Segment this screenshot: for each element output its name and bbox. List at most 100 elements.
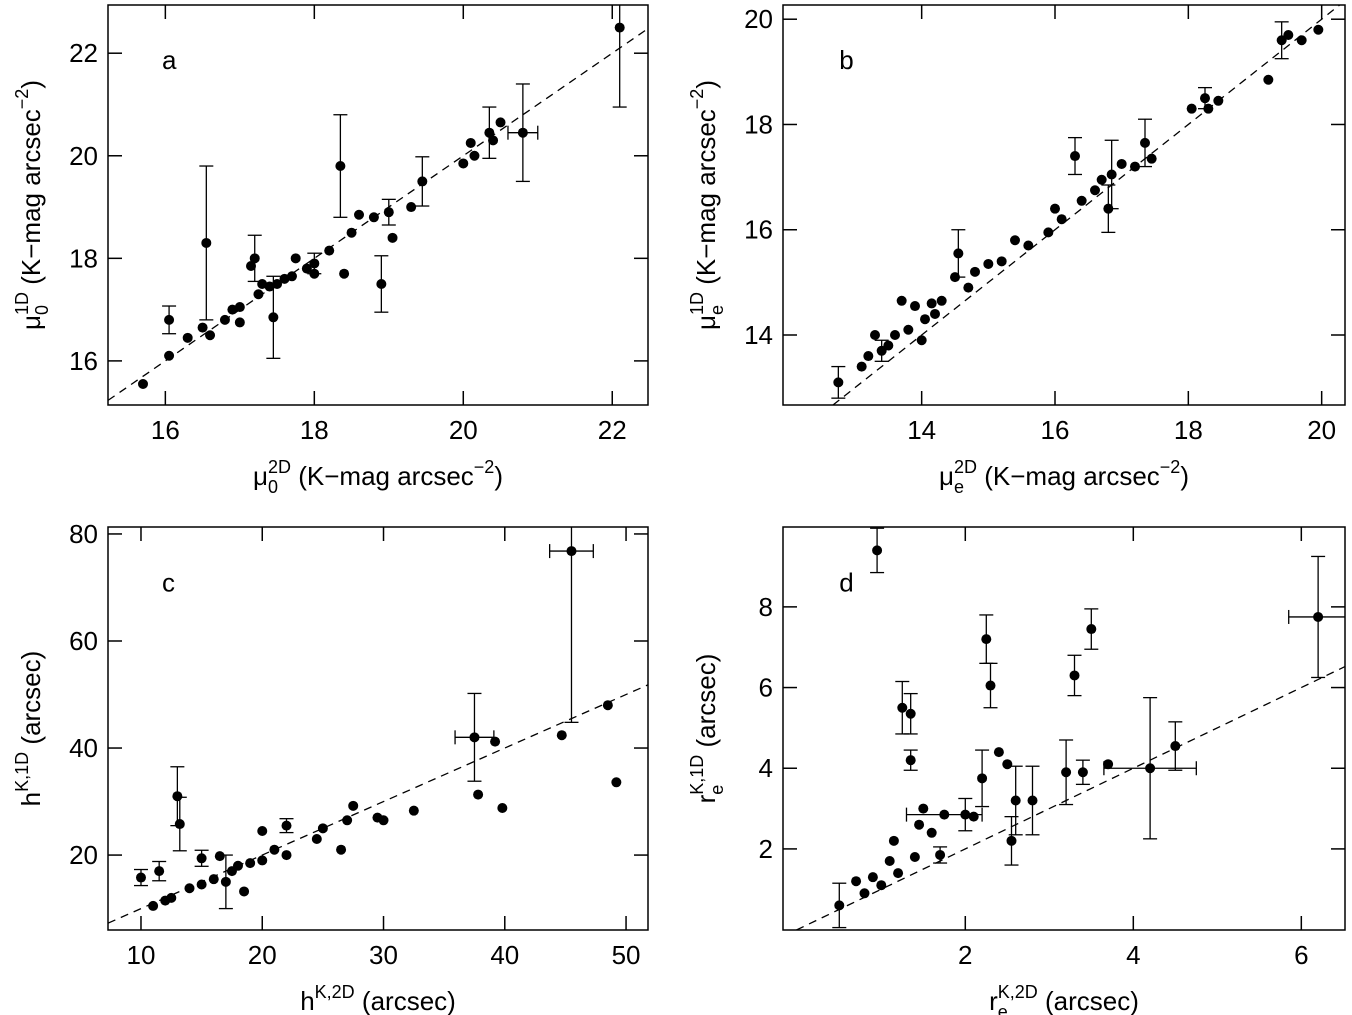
point — [184, 883, 195, 894]
point — [1069, 670, 1080, 681]
point — [1023, 240, 1034, 251]
point — [920, 314, 930, 325]
point — [469, 732, 480, 743]
label-subscript: e — [707, 785, 727, 795]
point — [1006, 835, 1017, 846]
point — [249, 253, 260, 264]
point — [939, 809, 950, 820]
point — [953, 248, 964, 259]
point — [566, 546, 577, 557]
point — [495, 117, 506, 128]
label-supscript: K,2D — [998, 982, 1038, 1002]
label-text: (K−mag arcsec — [691, 109, 721, 292]
point — [346, 227, 357, 238]
point — [408, 805, 419, 816]
point — [383, 207, 394, 218]
label-text: ) — [1180, 461, 1189, 491]
x-tick-label: 20 — [449, 415, 478, 445]
x-tick-label: 20 — [1307, 415, 1336, 445]
point — [556, 730, 567, 741]
y-tick-label: 4 — [759, 753, 773, 783]
label-text: r — [989, 986, 998, 1015]
point — [903, 324, 914, 335]
label-text: μ — [16, 315, 46, 330]
point — [1146, 153, 1157, 164]
x-tick-label: 16 — [1041, 415, 1070, 445]
x-tick-label: 14 — [907, 415, 936, 445]
point — [245, 858, 256, 869]
label-supscript: −2 — [687, 89, 707, 110]
point — [1203, 103, 1214, 114]
point — [458, 158, 469, 169]
point — [269, 844, 280, 855]
label-text: (arcsec) — [16, 651, 46, 752]
point — [378, 815, 389, 826]
point — [208, 874, 219, 885]
point — [910, 301, 920, 312]
y-tick-label: 18 — [744, 109, 773, 139]
one-to-one-line — [832, 5, 1341, 405]
point — [286, 271, 297, 282]
label-supscript: 2D — [954, 457, 977, 477]
label-text: (K−mag arcsec — [977, 461, 1160, 491]
label-text: (K−mag arcsec — [16, 109, 46, 292]
point — [1145, 763, 1156, 774]
point — [856, 361, 867, 372]
point — [219, 314, 230, 325]
point — [196, 879, 207, 890]
x-tick-label: 20 — [248, 940, 277, 970]
label-text: (arcsec) — [691, 654, 721, 755]
point — [1313, 24, 1324, 35]
point — [1043, 227, 1054, 238]
plot-frame — [107, 526, 649, 931]
point — [469, 150, 480, 161]
point — [883, 340, 894, 351]
point — [985, 680, 996, 691]
point — [205, 330, 216, 341]
point — [166, 892, 177, 903]
x-tick-label: 22 — [598, 415, 627, 445]
point — [1056, 214, 1067, 225]
y-tick-label: 60 — [69, 626, 98, 656]
plot-area — [831, 5, 1341, 405]
point — [936, 295, 947, 306]
point — [930, 308, 940, 319]
point — [220, 876, 231, 887]
point — [234, 317, 245, 328]
x-axis-label: reK,2D (arcsec) — [989, 982, 1139, 1015]
point — [257, 855, 268, 866]
point — [1213, 95, 1224, 106]
point — [867, 872, 878, 883]
label-supscript: −2 — [12, 89, 32, 110]
x-tick-label: 2 — [958, 940, 972, 970]
point — [1076, 195, 1087, 206]
y-tick-label: 2 — [759, 834, 773, 864]
one-to-one-line — [796, 665, 1345, 930]
label-supscript: K,1D — [687, 755, 707, 795]
x-tick-label: 6 — [1294, 940, 1308, 970]
point — [172, 791, 183, 802]
point — [1027, 795, 1038, 806]
point — [354, 209, 365, 220]
y-tick-label: 8 — [759, 592, 773, 622]
x-tick-label: 4 — [1126, 940, 1140, 970]
label-text: ) — [494, 461, 503, 491]
point — [164, 350, 175, 361]
label-subscript: e — [707, 305, 727, 315]
point — [897, 702, 908, 713]
label-supscript: K,2D — [315, 982, 355, 1002]
point — [1296, 35, 1307, 46]
label-supscript: 2D — [268, 457, 291, 477]
point — [905, 755, 916, 766]
label-supscript: 1D — [687, 292, 707, 315]
point — [890, 330, 900, 340]
point — [342, 815, 353, 826]
y-tick-label: 14 — [744, 320, 773, 350]
point — [1186, 103, 1197, 114]
point — [417, 176, 428, 187]
point — [968, 811, 979, 822]
x-tick-label: 10 — [127, 940, 156, 970]
point — [214, 851, 225, 862]
label-supscript: −2 — [1160, 457, 1181, 477]
point — [1002, 759, 1013, 770]
